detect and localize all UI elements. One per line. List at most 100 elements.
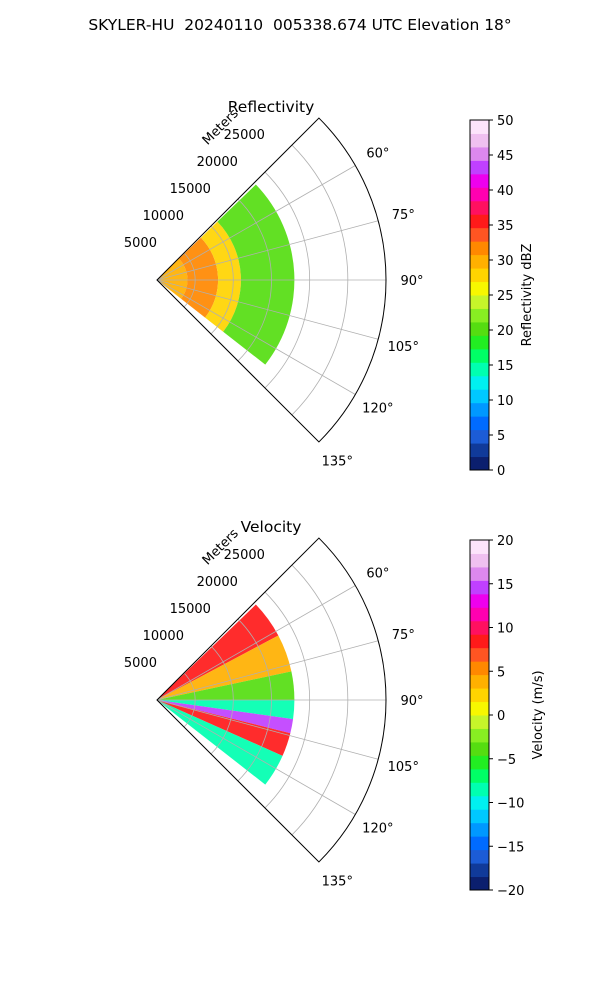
azimuth-tick-label: 120°: [362, 402, 393, 417]
colorbar-segment: [470, 580, 489, 595]
colorbar-tick-label: −15: [497, 840, 524, 855]
echo-data: [157, 184, 295, 365]
azimuth-gridline: [156, 585, 356, 701]
colorbar-segment: [470, 402, 489, 417]
colorbar-segment: [470, 593, 489, 608]
azimuth-gridline: [156, 220, 379, 281]
azimuth-gridline: [156, 279, 379, 340]
colorbar-segment: [470, 281, 489, 296]
colorbar-tick-label: −10: [497, 797, 524, 812]
radial-tick-label: 20000: [197, 575, 238, 590]
colorbar-segment: [470, 120, 489, 134]
colorbar-segment: [470, 295, 489, 309]
colorbar-segment: [470, 836, 489, 851]
colorbar-segment: [470, 782, 489, 797]
echo-band: [178, 237, 219, 318]
echo-wedge: [157, 635, 292, 700]
colorbar-tick-label: 5: [497, 429, 505, 444]
colorbar-label: Reflectivity dBZ: [520, 244, 535, 347]
colorbar-segment: [470, 389, 489, 404]
colorbar-segment: [470, 795, 489, 810]
radial-tick-label: 5000: [124, 236, 157, 251]
radial-tick-label: 25000: [224, 128, 265, 143]
echo-wedge: [157, 700, 291, 756]
azimuth-gridline: [156, 165, 356, 281]
colorbar-tick-label: 30: [497, 254, 514, 269]
echo-wedge: [157, 700, 294, 734]
colorbar-tick-label: 15: [497, 359, 514, 374]
azimuth-tick-label: 60°: [366, 147, 389, 162]
azimuth-tick-label: 90°: [400, 694, 423, 709]
azimuth-tick-label: 60°: [366, 567, 389, 582]
colorbar-segment: [470, 321, 489, 336]
colorbar-segment: [470, 822, 489, 837]
colorbar-segment: [470, 227, 489, 242]
radial-tick-label: 10000: [143, 209, 184, 224]
colorbar-segment: [470, 443, 489, 458]
colorbar-segment: [470, 849, 489, 864]
polar-panel-reflectivity: Reflectivity500010000150002000025000Mete…: [124, 98, 535, 479]
colorbar-tick-label: 25: [497, 289, 514, 304]
radial-tick-label: 10000: [143, 629, 184, 644]
colorbar-segment: [470, 375, 489, 390]
azimuth-tick-label: 75°: [392, 628, 415, 643]
colorbar-label: Velocity (m/s): [531, 670, 546, 759]
radial-tick-label: 20000: [197, 155, 238, 170]
colorbar-segment: [470, 701, 489, 716]
colorbar-segment: [470, 348, 489, 363]
colorbar-segment: [470, 566, 489, 581]
colorbar-tick-label: 20: [497, 534, 514, 549]
panel-title: Velocity: [241, 518, 302, 536]
colorbar-tick-label: 0: [497, 709, 505, 724]
colorbar-segment: [470, 308, 489, 323]
colorbar-segment: [470, 620, 489, 635]
colorbar-segment: [470, 553, 489, 568]
azimuth-gridline: [156, 699, 379, 760]
colorbar-tick-label: 10: [497, 394, 514, 409]
colorbar-segment: [470, 241, 489, 256]
colorbar-segment: [470, 416, 489, 431]
figure-title: SKYLER-HU 20240110 005338.674 UTC Elevat…: [88, 16, 512, 34]
colorbar-segment: [470, 335, 489, 350]
colorbar-segment: [470, 607, 489, 622]
azimuth-tick-label: 90°: [400, 274, 423, 289]
colorbar-tick-label: −5: [497, 753, 516, 768]
colorbar-segment: [470, 456, 489, 471]
colorbar-tick-label: 35: [497, 219, 514, 234]
polar-panel-velocity: Velocity500010000150002000025000Meters60…: [124, 518, 546, 899]
azimuth-tick-label: 120°: [362, 822, 393, 837]
azimuth-gridline: [156, 279, 356, 395]
colorbar-segment: [470, 540, 489, 554]
panel-title: Reflectivity: [228, 98, 315, 116]
colorbar: −20 −15 −10 −5 0 5 10 15 20 Velocity (m/s): [469, 534, 546, 899]
echo-wedge: [157, 700, 295, 720]
colorbar-segment: [470, 661, 489, 676]
colorbar: 0 5 10 15 20 25 30 35 40 45 50 Reflectivity dBZ: [469, 114, 535, 479]
colorbar-tick-label: 40: [497, 184, 514, 199]
colorbar-segment: [470, 647, 489, 662]
colorbar-segment: [470, 429, 489, 444]
colorbar-segment: [470, 200, 489, 215]
colorbar-segment: [470, 809, 489, 824]
colorbar-tick-label: 20: [497, 324, 514, 339]
colorbar-tick-label: 45: [497, 149, 514, 164]
colorbar-tick-label: 10: [497, 622, 514, 637]
colorbar-segment: [470, 688, 489, 703]
colorbar-segment: [470, 362, 489, 377]
colorbar-tick-label: 50: [497, 114, 514, 129]
colorbar-segment: [470, 741, 489, 756]
colorbar-segment: [470, 187, 489, 202]
azimuth-tick-label: 135°: [322, 454, 353, 469]
colorbar-segment: [470, 876, 489, 891]
azimuth-tick-label: 135°: [322, 874, 353, 889]
radial-tick-label: 25000: [224, 548, 265, 563]
colorbar-segment: [470, 715, 489, 729]
azimuth-tick-label: 105°: [388, 760, 419, 775]
colorbar-segment: [470, 214, 489, 229]
colorbar-segment: [470, 254, 489, 269]
colorbar-segment: [470, 728, 489, 743]
azimuth-tick-label: 105°: [388, 340, 419, 355]
colorbar-segment: [470, 160, 489, 175]
polar-frame: [156, 537, 387, 863]
